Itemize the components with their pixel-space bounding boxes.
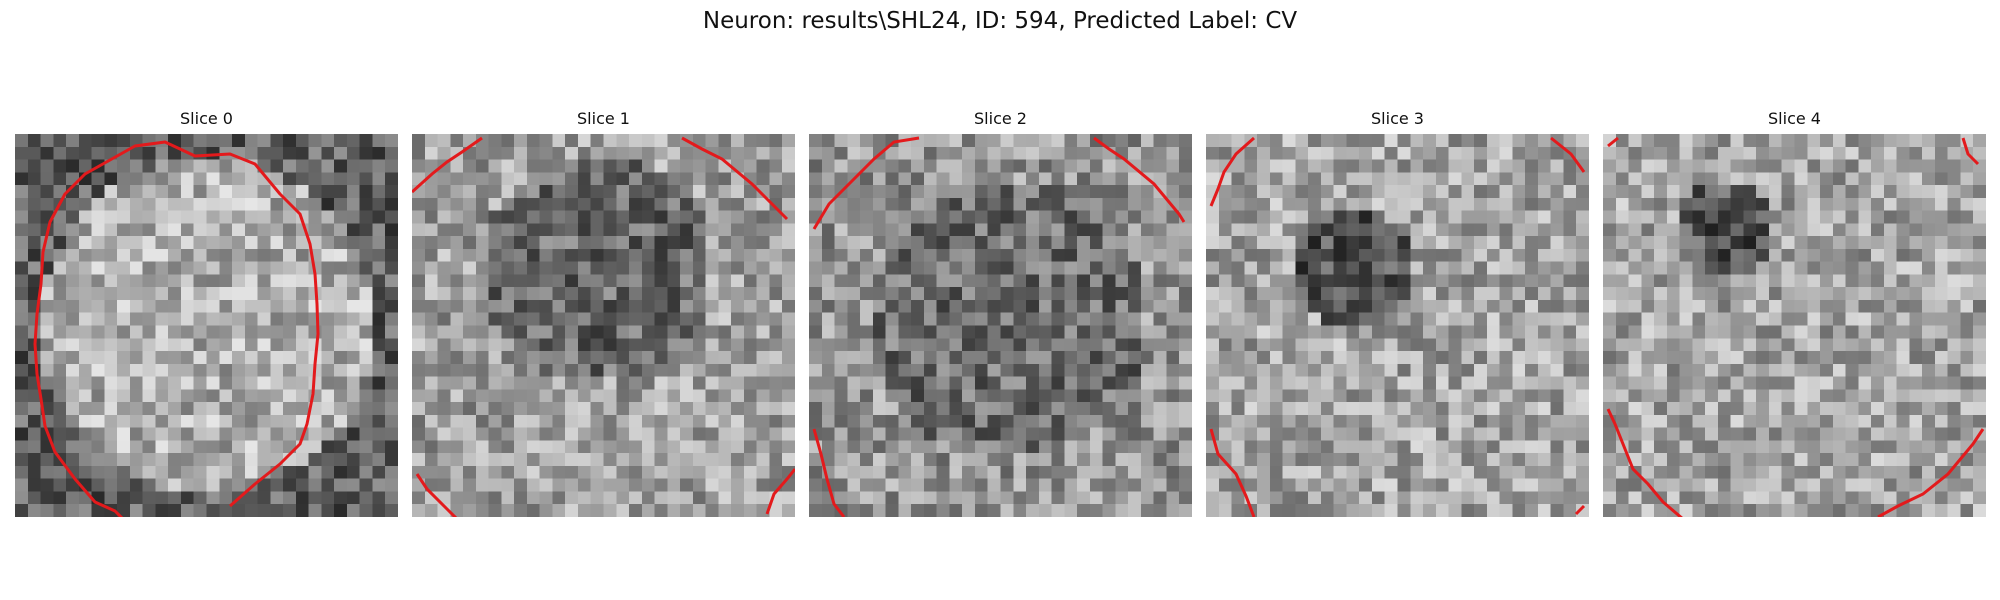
grayscale-patch [15, 134, 398, 517]
slice-title: Slice 4 [1768, 109, 1821, 128]
slice-title: Slice 1 [577, 109, 630, 128]
neuron-contour [812, 136, 920, 230]
slice-image-2 [809, 134, 1192, 517]
slice-title: Slice 0 [180, 109, 233, 128]
grayscale-patch [1206, 134, 1589, 517]
neuron-contour [33, 140, 320, 517]
contour-overlay [812, 136, 1186, 517]
neuron-contour [681, 136, 789, 221]
slice-title: Slice 2 [974, 109, 1027, 128]
slice-title: Slice 3 [1371, 109, 1424, 128]
slice-image-3 [1206, 134, 1589, 517]
neuron-contour [812, 428, 846, 517]
slice-image-4 [1603, 134, 1986, 517]
grayscale-patch [412, 134, 795, 517]
contour-overlay [33, 140, 320, 517]
contour-overlay [1209, 136, 1586, 517]
neuron-contour [1093, 136, 1186, 223]
neuron-contour [1550, 136, 1586, 173]
neuron-contour [1606, 408, 1683, 517]
neuron-contour [1209, 428, 1256, 517]
grayscale-patch [809, 134, 1192, 517]
neuron-contour [765, 468, 795, 515]
slice-panel-0: Slice 0 [15, 108, 398, 517]
neuron-contour [1574, 504, 1586, 516]
figure-title: Neuron: results\SHL24, ID: 594, Predicte… [702, 8, 1298, 34]
slice-image-0 [15, 134, 398, 517]
contour-overlay [412, 136, 795, 517]
contour-overlay [1606, 136, 1985, 517]
neuron-contour [1607, 136, 1619, 148]
neuron-contour [1961, 137, 1980, 166]
neuron-contour [415, 473, 458, 517]
slice-image-1 [412, 134, 795, 517]
slice-panel-1: Slice 1 [412, 108, 795, 517]
slice-panel-2: Slice 2 [809, 108, 1192, 517]
grayscale-patch [1603, 134, 1986, 517]
neuron-contour [1209, 136, 1255, 207]
slice-panel-4: Slice 4 [1603, 108, 1986, 517]
slice-panel-3: Slice 3 [1206, 108, 1589, 517]
neuron-contour [1877, 428, 1985, 517]
neuron-contour [412, 136, 483, 194]
